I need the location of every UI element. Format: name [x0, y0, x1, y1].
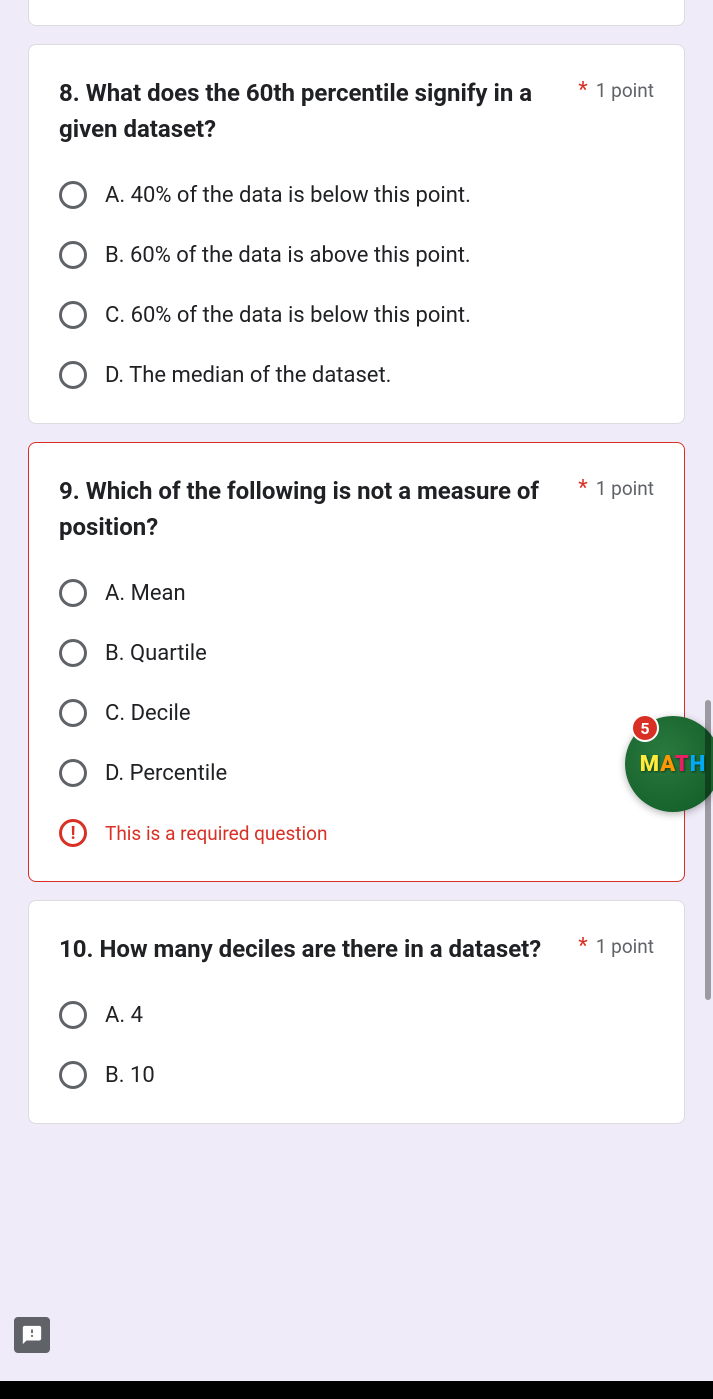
radio-button[interactable] — [59, 699, 87, 727]
option-label[interactable]: D. The median of the dataset. — [105, 363, 391, 388]
question-title: 10. How many deciles are there in a data… — [59, 931, 560, 967]
option-row[interactable]: C. 60% of the data is below this point. — [59, 301, 654, 329]
required-asterisk: * — [578, 80, 587, 102]
question-header: 8. What does the 60th percentile signify… — [59, 75, 654, 147]
option-row[interactable]: A. Mean — [59, 579, 654, 607]
required-asterisk: * — [578, 478, 587, 500]
question-card-9: 9. Which of the following is not a measu… — [28, 442, 685, 882]
question-header: 9. Which of the following is not a measu… — [59, 473, 654, 545]
question-card-8: 8. What does the 60th percentile signify… — [28, 44, 685, 424]
option-label[interactable]: B. 60% of the data is above this point. — [105, 243, 471, 268]
option-row[interactable]: D. The median of the dataset. — [59, 361, 654, 389]
error-message: This is a required question — [105, 822, 327, 845]
option-label[interactable]: B. 10 — [105, 1063, 155, 1088]
question-title: 8. What does the 60th percentile signify… — [59, 75, 560, 147]
math-widget-button[interactable]: 5 MATH — [625, 716, 713, 812]
question-header: 10. How many deciles are there in a data… — [59, 931, 654, 967]
option-label[interactable]: A. 4 — [105, 1003, 143, 1028]
option-label[interactable]: B. Quartile — [105, 641, 207, 666]
question-points: * 1 point — [578, 473, 654, 500]
question-card-10: 10. How many deciles are there in a data… — [28, 900, 685, 1124]
points-text: 1 point — [596, 477, 654, 500]
option-row[interactable]: D. Percentile — [59, 759, 654, 787]
math-widget-label: MATH — [640, 752, 707, 777]
required-asterisk: * — [578, 936, 587, 958]
radio-button[interactable] — [59, 361, 87, 389]
notification-badge: 5 — [631, 714, 659, 742]
option-row[interactable]: A. 4 — [59, 1001, 654, 1029]
radio-button[interactable] — [59, 579, 87, 607]
option-label[interactable]: A. 40% of the data is below this point. — [105, 183, 471, 208]
radio-button[interactable] — [59, 241, 87, 269]
feedback-icon — [21, 1324, 43, 1346]
question-points: * 1 point — [578, 931, 654, 958]
feedback-button[interactable] — [14, 1317, 50, 1353]
radio-button[interactable] — [59, 759, 87, 787]
radio-button[interactable] — [59, 639, 87, 667]
option-label[interactable]: C. Decile — [105, 701, 191, 726]
option-row[interactable]: B. Quartile — [59, 639, 654, 667]
bottom-bar — [0, 1381, 713, 1399]
points-text: 1 point — [596, 79, 654, 102]
option-label[interactable]: A. Mean — [105, 581, 186, 606]
option-row[interactable]: B. 10 — [59, 1061, 654, 1089]
scrollbar[interactable] — [705, 700, 711, 1000]
radio-button[interactable] — [59, 1061, 87, 1089]
radio-button[interactable] — [59, 1001, 87, 1029]
option-label[interactable]: C. 60% of the data is below this point. — [105, 303, 471, 328]
option-row[interactable]: B. 60% of the data is above this point. — [59, 241, 654, 269]
error-row: ! This is a required question — [59, 819, 654, 847]
points-text: 1 point — [596, 935, 654, 958]
radio-button[interactable] — [59, 301, 87, 329]
question-points: * 1 point — [578, 75, 654, 102]
question-title: 9. Which of the following is not a measu… — [59, 473, 560, 545]
option-row[interactable]: A. 40% of the data is below this point. — [59, 181, 654, 209]
alert-icon: ! — [59, 819, 87, 847]
option-row[interactable]: C. Decile — [59, 699, 654, 727]
option-label[interactable]: D. Percentile — [105, 761, 227, 786]
question-card-partial — [28, 0, 685, 26]
radio-button[interactable] — [59, 181, 87, 209]
